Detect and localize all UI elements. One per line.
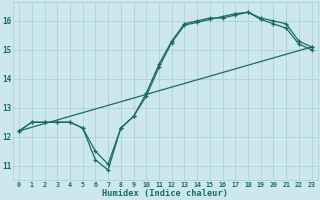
X-axis label: Humidex (Indice chaleur): Humidex (Indice chaleur) (102, 189, 228, 198)
